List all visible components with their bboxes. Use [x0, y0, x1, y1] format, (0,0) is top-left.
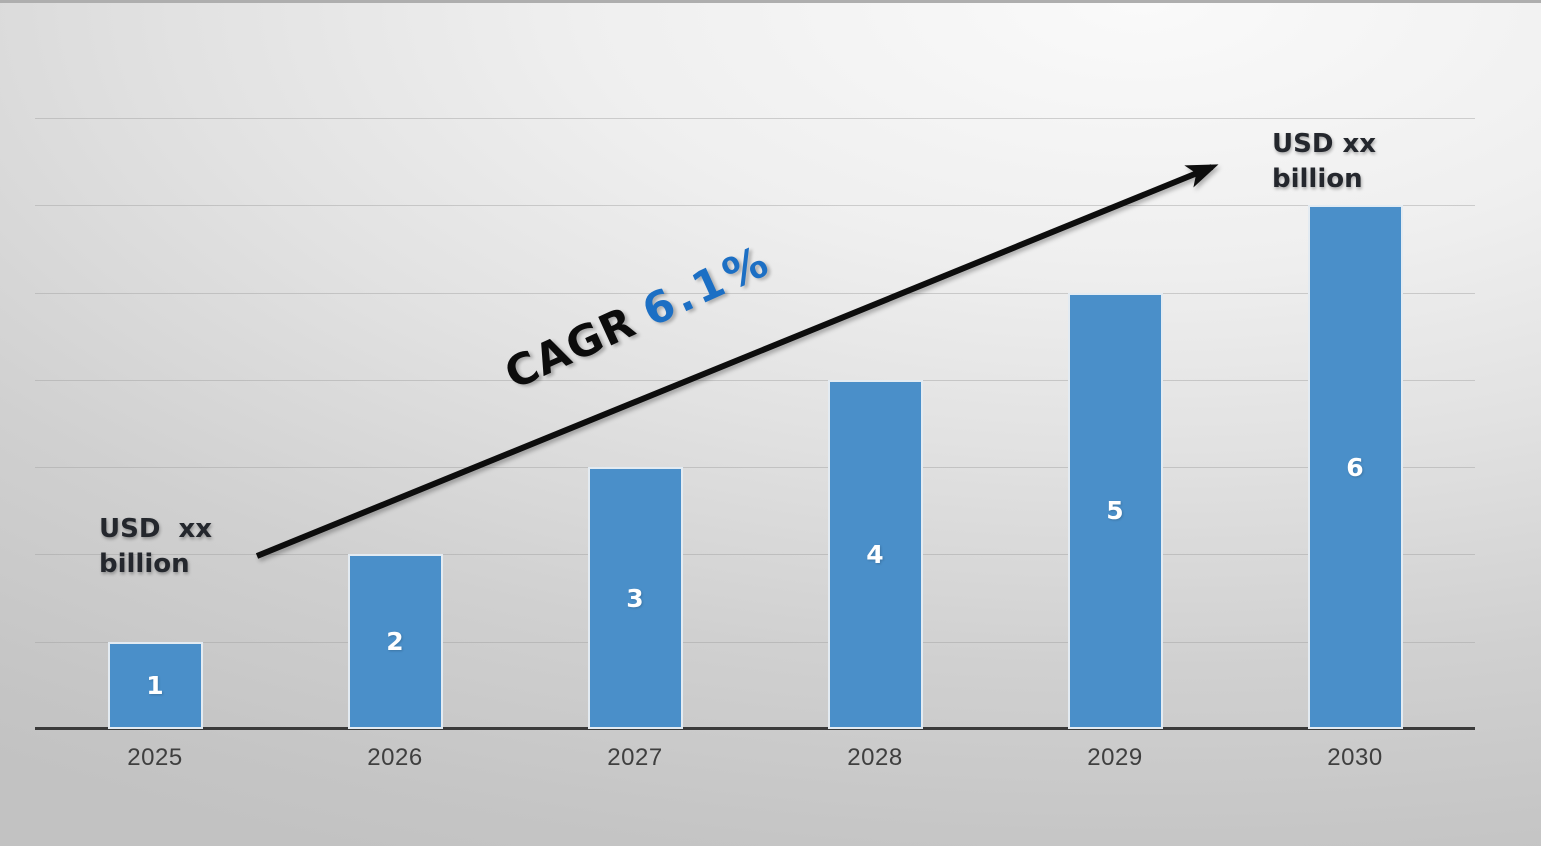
x-axis-label-2028: 2028 — [847, 744, 903, 771]
bar-2025: 1 — [107, 641, 203, 729]
bar-2026: 2 — [347, 554, 443, 729]
x-axis-label-2030: 2030 — [1327, 744, 1383, 771]
start-value-label: USD xx billion — [99, 514, 213, 579]
x-axis-label-2025: 2025 — [127, 744, 183, 771]
gridline — [35, 379, 1475, 381]
bar-value-label: 2 — [386, 627, 404, 657]
gridline — [35, 205, 1475, 207]
gridline — [35, 292, 1475, 294]
bar-2029: 5 — [1067, 292, 1163, 729]
gridline — [35, 467, 1475, 469]
x-axis-label-2027: 2027 — [607, 744, 663, 771]
bar-2030: 6 — [1307, 205, 1403, 729]
x-axis-line — [35, 727, 1475, 730]
bar-value-label: 1 — [146, 670, 164, 700]
bar-value-label: 6 — [1346, 452, 1364, 482]
bar-value-label: 5 — [1106, 496, 1124, 526]
gridline — [35, 641, 1475, 643]
bar-2028: 4 — [827, 379, 923, 729]
end-value-label: USD xx billion — [1272, 129, 1377, 194]
slide-top-edge — [0, 0, 1541, 3]
bar-value-label: 3 — [626, 583, 644, 613]
x-axis-label-2026: 2026 — [367, 744, 423, 771]
x-axis-label-2029: 2029 — [1087, 744, 1143, 771]
gridline — [35, 554, 1475, 556]
bar-2027: 3 — [587, 467, 683, 729]
gridline — [35, 118, 1475, 119]
bar-value-label: 4 — [866, 539, 884, 569]
